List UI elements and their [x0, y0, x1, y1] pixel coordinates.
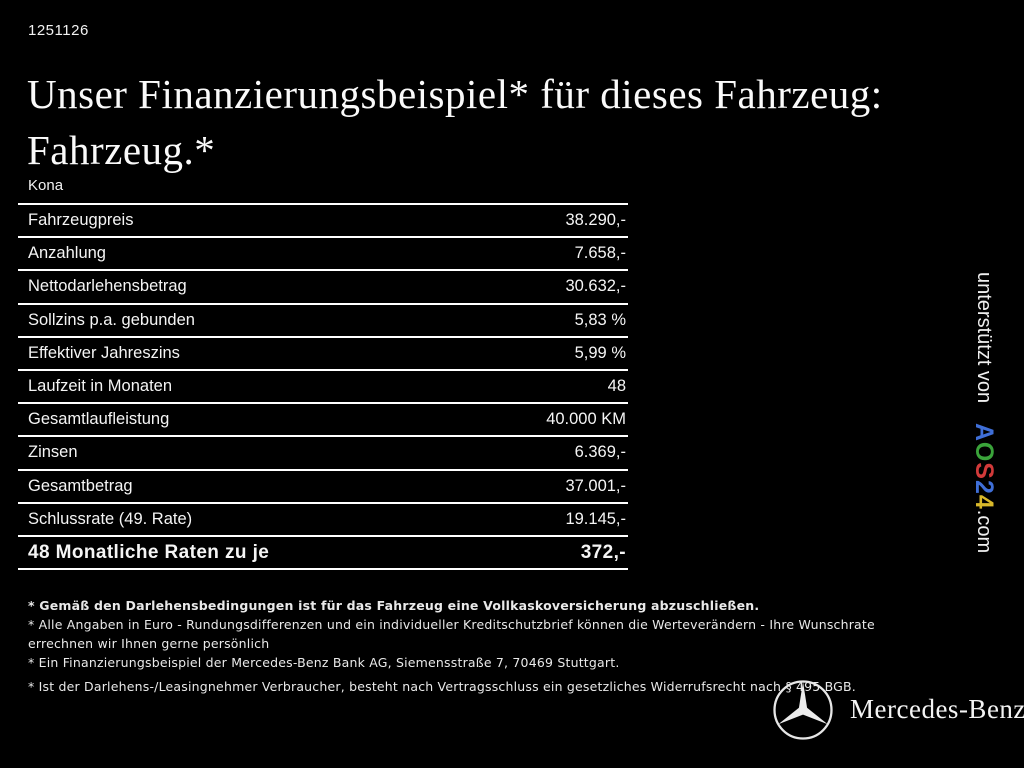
supported-by-credit: unterstützt von AOS24.com: [969, 272, 998, 572]
row-label: Effektiver Jahreszins: [28, 343, 180, 362]
vehicle-model-label: Kona: [28, 177, 64, 194]
row-value: 40.000 KM: [546, 410, 626, 429]
row-value: 6.369,-: [574, 443, 626, 462]
page-title-line2: Fahrzeug.*: [27, 127, 216, 173]
row-value: 19.145,-: [565, 509, 626, 528]
table-row: Laufzeit in Monaten 48: [18, 368, 628, 402]
row-label: Nettodarlehensbetrag: [28, 277, 187, 296]
row-label: Fahrzeugpreis: [28, 211, 134, 230]
aos24-logo: S: [970, 462, 998, 480]
table-row: Effektiver Jahreszins 5,99 %: [18, 335, 628, 369]
row-label: Schlussrate (49. Rate): [28, 509, 193, 528]
brand-name: Mercedes-Benz: [850, 694, 1024, 724]
domain-suffix: .com: [973, 509, 995, 554]
footnote-insurance: * Gemäß den Darlehensbedingungen ist für…: [28, 598, 760, 613]
table-row: Fahrzeugpreis 38.290,-: [18, 203, 628, 236]
row-value: 5,83 %: [574, 310, 626, 329]
footnote-rounding: * Alle Angaben in Euro - Rundungsdiffere…: [28, 617, 875, 651]
footnote-bank: * Ein Finanzierungsbeispiel der Mercedes…: [28, 655, 620, 670]
table-total-row: 48 Monatliche Raten zu je 372,-: [18, 534, 628, 571]
table-row: Zinsen 6.369,-: [18, 435, 628, 468]
aos24-logo: A: [970, 422, 998, 442]
footnotes: * Gemäß den Darlehensbedingungen ist für…: [28, 596, 928, 696]
row-value: 5,99 %: [574, 343, 626, 362]
table-row: Schlussrate (49. Rate) 19.145,-: [18, 501, 628, 535]
total-row-label: 48 Monatliche Raten zu je: [28, 541, 270, 563]
mercedes-star-icon: [768, 675, 838, 745]
total-row-value: 372,-: [580, 541, 626, 563]
row-label: Anzahlung: [28, 244, 106, 263]
reference-number: 1251126: [28, 22, 89, 39]
row-value: 38.290,-: [565, 211, 626, 230]
aos24-logo: 2: [970, 479, 998, 495]
table-row: Nettodarlehensbetrag 30.632,-: [18, 269, 628, 302]
brand-footer: Mercedes-Benz: [768, 672, 1024, 747]
row-label: Gesamtlaufleistung: [28, 410, 170, 429]
row-label: Sollzins p.a. gebunden: [28, 310, 195, 329]
table-row: Gesamtbetrag 37.001,-: [18, 468, 628, 502]
row-value: 48: [607, 377, 626, 396]
row-label: Laufzeit in Monaten: [28, 377, 173, 396]
finance-table: Fahrzeugpreis 38.290,- Anzahlung 7.658,-…: [18, 203, 628, 571]
page-title-line1: Unser Finanzierungsbeispiel* für dieses …: [27, 71, 883, 117]
footnote-withdrawal: * Ist der Darlehens-/Leasingnehmer Verbr…: [28, 679, 856, 694]
table-row: Gesamtlaufleistung 40.000 KM: [18, 402, 628, 435]
table-row: Anzahlung 7.658,-: [18, 236, 628, 269]
table-row: Sollzins p.a. gebunden 5,83 %: [18, 302, 628, 336]
row-value: 30.632,-: [565, 277, 626, 296]
aos24-logo: O: [970, 441, 998, 463]
row-value: 37.001,-: [565, 476, 626, 495]
page-title: Unser Finanzierungsbeispiel* für dieses …: [27, 66, 987, 178]
supported-by-label: unterstützt von: [973, 272, 995, 409]
row-value: 7.658,-: [574, 244, 626, 263]
row-label: Zinsen: [28, 443, 78, 462]
row-label: Gesamtbetrag: [28, 476, 133, 495]
aos24-logo: 4: [970, 494, 998, 510]
